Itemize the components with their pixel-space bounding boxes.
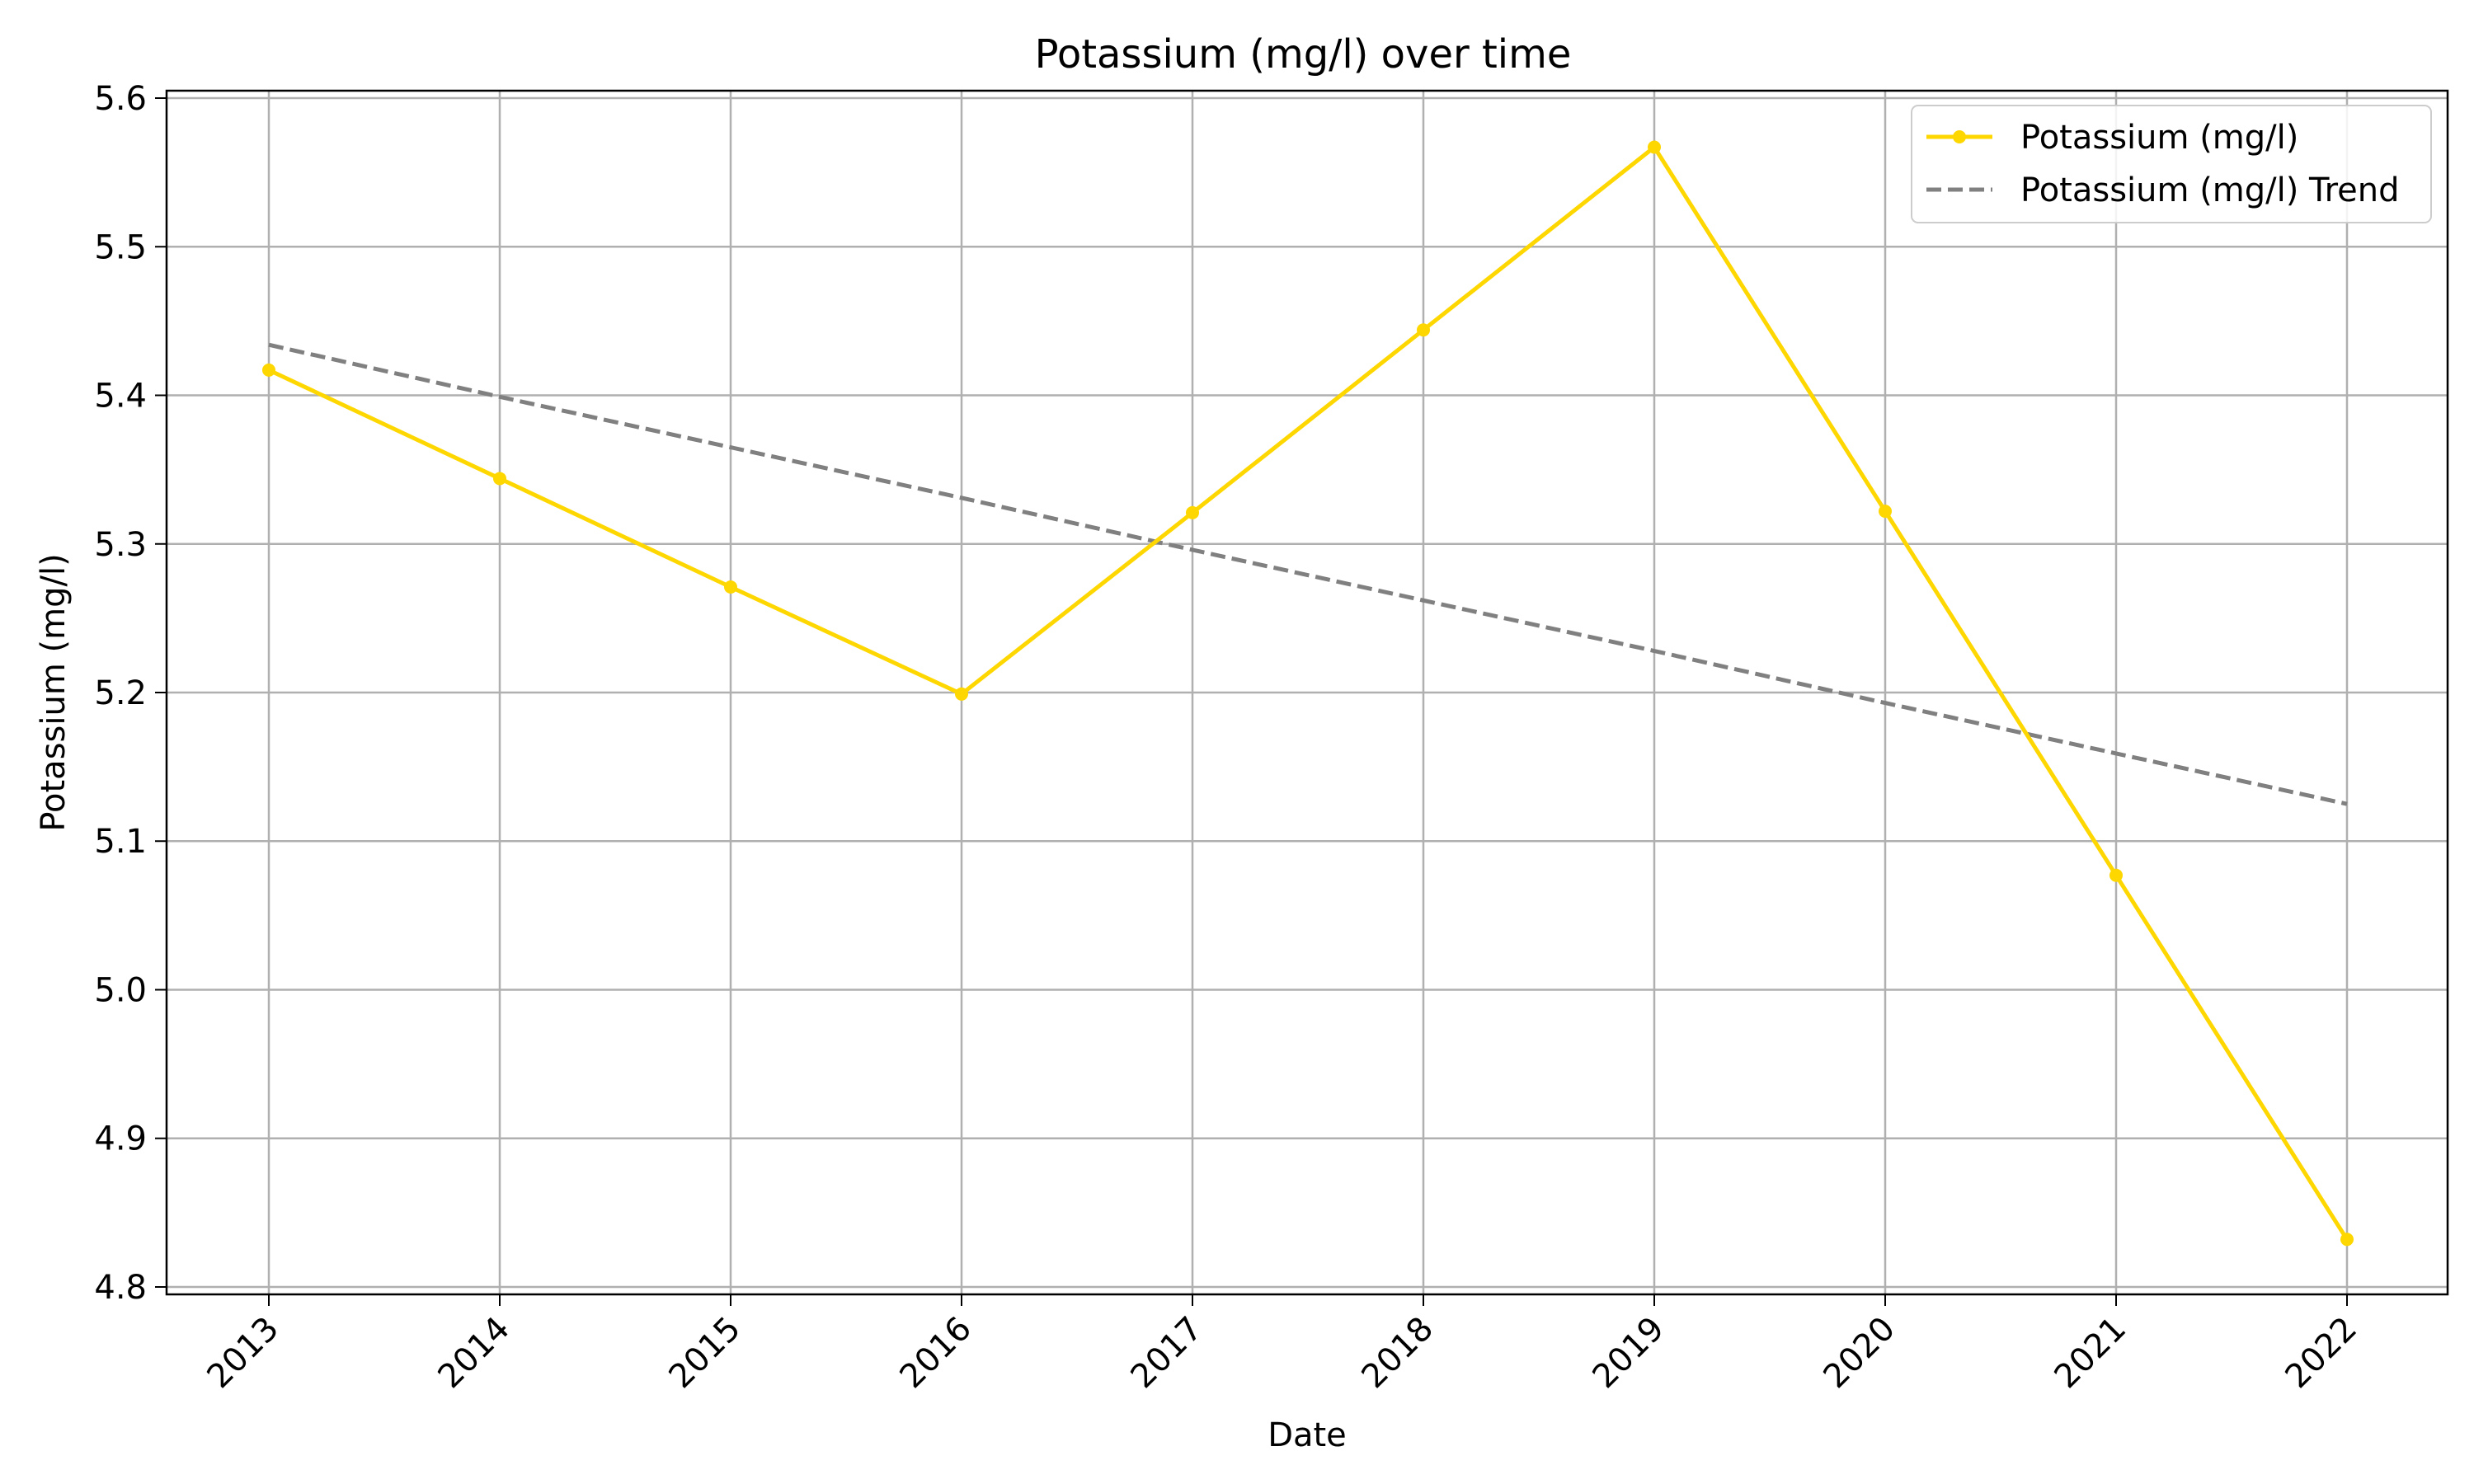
potassium-point: [1879, 505, 1892, 519]
trend-line: [268, 342, 2348, 806]
y-axis-label: Potassium (mg/l): [35, 553, 73, 831]
x-tick-label: 2013: [200, 1310, 287, 1397]
potassium-point: [262, 363, 275, 377]
axis-ticks: 2013 2014 2015 2016 2017 2018 2019 2020 2021 2022…: [94, 80, 2364, 1396]
x-axis-label: Date: [1268, 1416, 1347, 1454]
y-tick-label: 5.5: [94, 228, 147, 266]
potassium-point: [724, 580, 737, 594]
x-tick-label: 2020: [1817, 1310, 1903, 1397]
legend-potassium-marker: [1953, 130, 1966, 143]
y-tick-label: 4.9: [94, 1120, 147, 1158]
legend: Potassium (mg/l) Potassium (mg/l) Trend: [1911, 105, 2432, 223]
x-tick-label: 2017: [1124, 1310, 1211, 1397]
y-tick-label: 4.8: [94, 1269, 147, 1307]
grid-lines: [167, 91, 2448, 1294]
legend-trend-label: Potassium (mg/l) Trend: [2020, 171, 2400, 209]
y-tick-label: 5.4: [94, 378, 147, 416]
x-tick-label: 2016: [893, 1310, 980, 1397]
potassium-line: [267, 144, 2349, 1241]
x-tick-label: 2021: [2048, 1310, 2134, 1397]
y-tick-label: 5.1: [94, 823, 147, 861]
chart-title: Potassium (mg/l) over time: [1035, 31, 1572, 77]
y-tick-label: 5.3: [94, 526, 147, 564]
potassium-point: [1648, 140, 1661, 154]
potassium-point: [955, 687, 968, 701]
y-tick-label: 5.2: [94, 674, 147, 712]
x-tick-label: 2022: [2279, 1310, 2365, 1397]
potassium-point: [1417, 323, 1430, 337]
potassium-point: [2109, 868, 2123, 882]
potassium-point: [1186, 505, 1199, 519]
y-tick-label: 5.0: [94, 971, 147, 1009]
x-tick-label: 2018: [1355, 1310, 1442, 1397]
x-tick-label: 2015: [662, 1310, 749, 1397]
potassium-point: [2340, 1233, 2354, 1247]
x-tick-label: 2014: [431, 1310, 518, 1397]
legend-box: [1911, 105, 2432, 223]
series-layer: [262, 140, 2354, 1247]
y-tick-label: 5.6: [94, 80, 147, 118]
x-tick-label: 2019: [1586, 1310, 1672, 1397]
potassium-point: [493, 472, 506, 486]
legend-potassium-label: Potassium (mg/l): [2020, 119, 2298, 157]
